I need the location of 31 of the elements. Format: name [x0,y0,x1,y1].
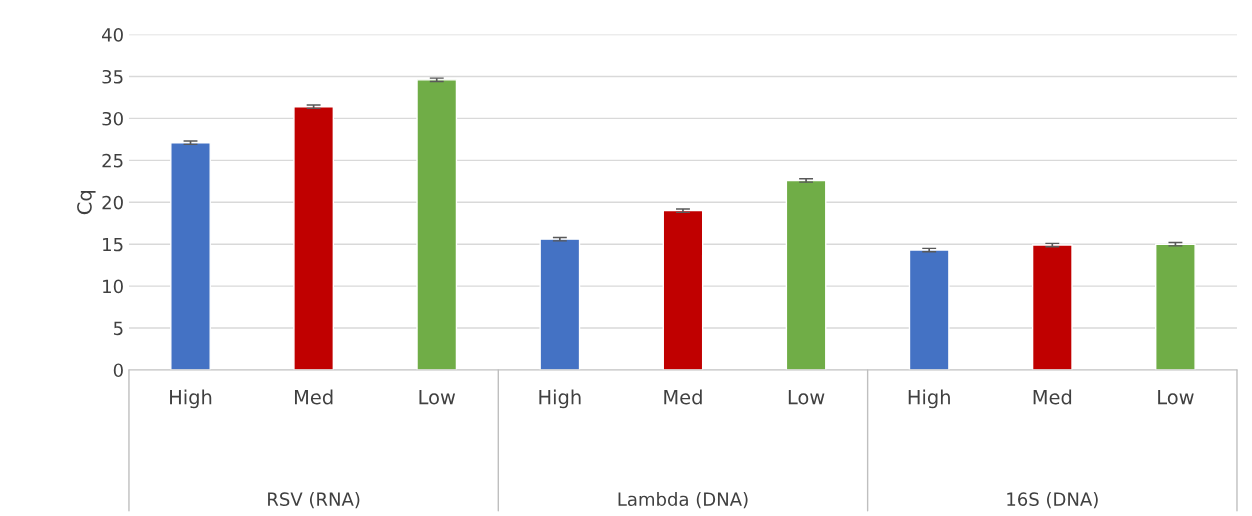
y-tick-label: 25 [102,153,123,168]
y-tick-label: 15 [103,237,123,252]
y-axis-title: Cq [77,191,96,215]
bar [908,249,950,370]
bar [293,105,335,370]
bar [416,79,458,370]
bar [785,179,827,370]
y-tick-label: 30 [102,111,123,126]
y-tick-label: 35 [102,69,123,84]
x-tick-label: Med [664,389,702,405]
x-tick-label: Low [1158,390,1194,405]
y-tick-label: 20 [102,195,123,210]
y-tick-label: 5 [114,321,123,336]
bar [539,238,581,370]
x-tick-label: High [170,389,212,409]
x-tick-label: Med [1033,389,1072,405]
y-tick-label: 10 [103,279,123,294]
bar [1031,244,1073,370]
bar [1155,243,1196,370]
y-tick-label: 0 [113,363,123,378]
x-tick-label: Med [294,389,333,405]
x-tick-label: High [539,389,581,409]
bar [662,209,704,370]
x-tick-label: High [908,389,950,409]
bar [170,142,211,370]
text: RSV (RNA) [268,492,360,509]
text: 16S (DNA) [1007,492,1098,509]
x-tick-label: Low [419,390,456,405]
x-tick-label: Low [788,390,825,405]
y-tick-label: 40 [102,28,123,42]
text: Lambda (DNA) [618,492,748,509]
